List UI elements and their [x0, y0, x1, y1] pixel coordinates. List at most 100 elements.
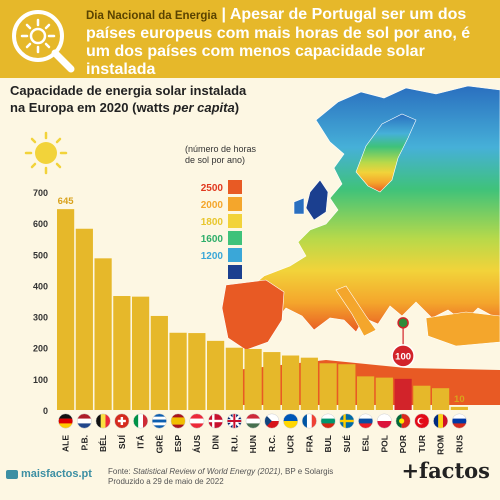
bar-ALE — [57, 209, 75, 410]
flag-slovakia-icon — [358, 413, 374, 429]
bar-RUS — [450, 406, 468, 410]
x-tick-label: GRÉ — [154, 435, 164, 454]
iberia — [221, 279, 285, 351]
flag-portugal-icon — [395, 413, 411, 429]
site-url: maisfactos.pt — [21, 468, 92, 480]
produced-date: Produzido a 29 de maio de 2022 — [108, 477, 224, 486]
flag-denmark-icon — [208, 413, 224, 429]
legend-swatch — [228, 180, 242, 194]
flag-belgium-icon — [95, 413, 111, 429]
x-tick-label: ÁUS — [192, 435, 202, 453]
magnifier-sun-icon — [12, 10, 75, 73]
x-tick-label: BUL — [323, 435, 333, 452]
flag-switzerland-icon — [114, 413, 130, 429]
source-italic: Statistical Review of World Energy (2021… — [132, 467, 281, 476]
bar-BUL — [319, 363, 337, 410]
legend-label: 2000 — [201, 200, 224, 211]
legend-swatch — [228, 214, 242, 228]
highlight-label: 100 — [395, 351, 411, 362]
legend: (número de horas de sol por ano) 2500 200… — [185, 144, 257, 279]
kicker: Dia Nacional da Energia — [86, 10, 218, 22]
x-tick-label: ESP — [173, 435, 183, 452]
legend-label: 1800 — [201, 217, 224, 228]
sun-icon — [24, 131, 68, 175]
x-tick-label: ESL — [361, 435, 371, 452]
europe-landmass — [251, 85, 500, 333]
flag-romania-icon — [433, 413, 449, 429]
flag-netherlands-icon — [76, 413, 92, 429]
separator: | — [221, 6, 226, 23]
x-tick-label: DIN — [211, 435, 221, 450]
y-tick-label: 100 — [33, 375, 48, 385]
x-tick-label: HUN — [248, 435, 258, 453]
uk-ireland — [305, 179, 329, 221]
title-prefix: na Europa em 2020 (watts — [10, 100, 174, 115]
y-tick-label: 200 — [33, 344, 48, 354]
flag-ukraine-icon — [283, 413, 299, 429]
legend-label: 1200 — [201, 251, 224, 262]
bar-HUN — [244, 348, 262, 410]
bar-ITÁ — [132, 296, 150, 410]
logo-icon — [6, 469, 18, 479]
legend-title-line1: (número de horas — [185, 144, 257, 154]
x-tick-label: SUÉ — [342, 435, 352, 453]
flag-spain-icon — [170, 413, 186, 429]
legend-label: 2500 — [201, 183, 224, 194]
source-prefix: Fonte: — [108, 467, 133, 476]
bar-ROM — [432, 388, 450, 410]
bar-UCR — [282, 355, 300, 410]
bar-SUÉ — [338, 364, 356, 410]
bar-BÉL — [94, 258, 112, 410]
data-label: 10 — [454, 394, 465, 405]
flag-germany-icon — [58, 413, 74, 429]
chart-title-line1: Capacidade de energia solar instalada — [10, 83, 247, 98]
legend-swatch — [228, 197, 242, 211]
x-tick-label: SUÍ — [117, 434, 127, 449]
flag-france-icon — [301, 413, 317, 429]
x-tick-label: ALE — [61, 435, 71, 452]
bar-POR — [394, 378, 412, 410]
legend-title-line2: de sol por ano) — [185, 155, 245, 165]
portugal-map-pin-icon — [397, 317, 409, 329]
title-italic: per capita — [173, 100, 235, 115]
bar-GRÉ — [150, 315, 168, 410]
bar-ESP — [169, 332, 187, 410]
y-tick-label: 500 — [33, 250, 48, 260]
y-tick-label: 0 — [43, 406, 48, 416]
bar-ESL — [357, 376, 375, 410]
legend-label: 1600 — [201, 234, 224, 245]
ireland — [293, 197, 305, 215]
source-line: Fonte: Statistical Review of World Energ… — [108, 467, 333, 477]
flag-czechia-icon — [264, 413, 280, 429]
y-tick-label: 400 — [33, 281, 48, 291]
y-tick-label: 600 — [33, 219, 48, 229]
x-tick-label: RUS — [454, 435, 464, 453]
y-tick-label: 700 — [33, 188, 48, 198]
source-note: Fonte: Statistical Review of World Energ… — [108, 467, 333, 487]
legend-swatch — [228, 265, 242, 279]
x-tick-label: R.C. — [267, 435, 277, 452]
data-label: 645 — [58, 196, 75, 207]
chart-title-line2: na Europa em 2020 (watts per capita) — [10, 99, 270, 116]
x-tick-label: TUR — [417, 435, 427, 452]
headline-text: Apesar de Portugal ser um dos países eur… — [86, 6, 471, 78]
bar-R.U. — [225, 347, 243, 410]
italy — [335, 285, 377, 337]
x-tick-label: ITÁ — [136, 435, 146, 449]
x-tick-label: UCR — [286, 435, 296, 453]
header-banner: Dia Nacional da Energia | Apesar de Port… — [0, 0, 500, 78]
bar-DIN — [207, 340, 225, 410]
turkey — [425, 311, 500, 347]
bar-POL — [375, 377, 393, 410]
site-link[interactable]: maisfactos.pt — [6, 468, 92, 480]
x-tick-label: FRA — [304, 435, 314, 452]
flag-greece-icon — [151, 413, 167, 429]
x-tick-label: R.U. — [229, 435, 239, 452]
x-tick-label: POL — [379, 435, 389, 452]
scandinavia — [355, 113, 417, 193]
headline: Dia Nacional da Energia | Apesar de Port… — [86, 6, 496, 79]
x-tick-label: ROM — [436, 435, 446, 455]
source-suffix: , BP e Solargis — [280, 467, 334, 476]
flag-hungary-icon — [245, 413, 261, 429]
